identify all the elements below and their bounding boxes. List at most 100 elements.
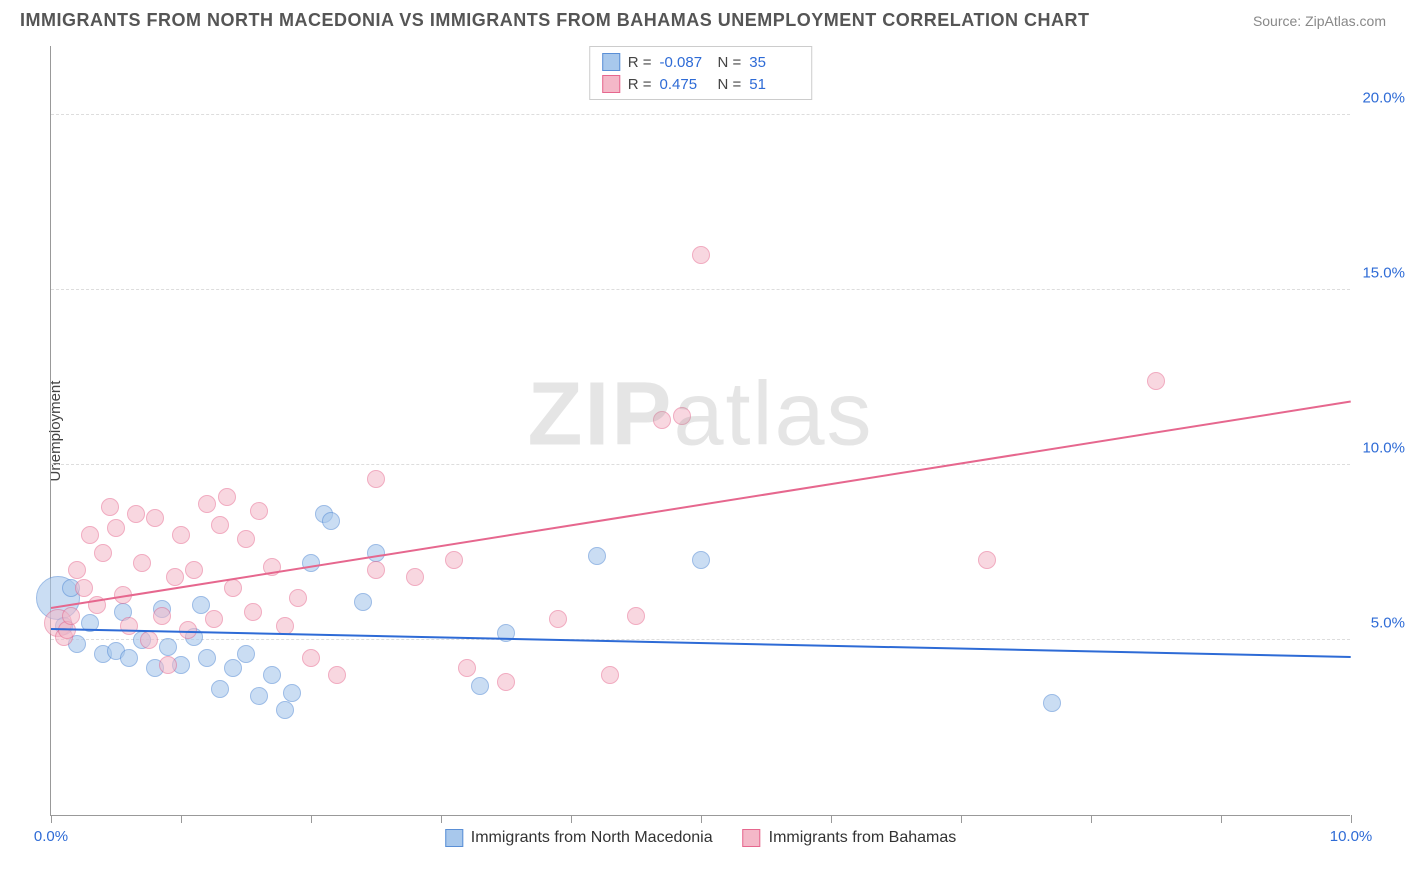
x-tick	[51, 815, 52, 823]
scatter-point	[673, 407, 691, 425]
gridline-h	[51, 114, 1350, 115]
scatter-point	[205, 610, 223, 628]
chart-header: IMMIGRANTS FROM NORTH MACEDONIA VS IMMIG…	[0, 0, 1406, 36]
gridline-h	[51, 464, 1350, 465]
scatter-point	[62, 607, 80, 625]
source-label: Source:	[1253, 13, 1305, 29]
n-value: 35	[749, 54, 799, 71]
scatter-point	[367, 544, 385, 562]
scatter-point	[250, 687, 268, 705]
scatter-point	[354, 593, 372, 611]
scatter-point	[276, 701, 294, 719]
scatter-point	[1147, 372, 1165, 390]
scatter-point	[627, 607, 645, 625]
y-tick-label: 10.0%	[1362, 440, 1405, 457]
trend-line	[51, 400, 1351, 608]
scatter-point	[107, 519, 125, 537]
chart-title: IMMIGRANTS FROM NORTH MACEDONIA VS IMMIG…	[20, 10, 1089, 31]
scatter-point	[81, 526, 99, 544]
x-tick	[441, 815, 442, 823]
scatter-point	[692, 246, 710, 264]
legend-item: Immigrants from Bahamas	[743, 829, 957, 847]
r-label: R =	[628, 76, 652, 93]
gridline-h	[51, 289, 1350, 290]
scatter-point	[146, 509, 164, 527]
legend-swatch	[602, 75, 620, 93]
y-tick-label: 5.0%	[1371, 615, 1405, 632]
scatter-point	[159, 638, 177, 656]
scatter-point	[978, 551, 996, 569]
scatter-point	[601, 666, 619, 684]
scatter-point	[302, 554, 320, 572]
scatter-point	[406, 568, 424, 586]
scatter-point	[120, 617, 138, 635]
scatter-point	[549, 610, 567, 628]
scatter-point	[198, 649, 216, 667]
x-tick-label: 10.0%	[1330, 828, 1373, 845]
scatter-point	[263, 666, 281, 684]
scatter-point	[224, 659, 242, 677]
scatter-point	[244, 603, 262, 621]
legend-swatch	[743, 829, 761, 847]
scatter-point	[588, 547, 606, 565]
scatter-point	[127, 505, 145, 523]
scatter-point	[224, 579, 242, 597]
scatter-point	[458, 659, 476, 677]
n-label: N =	[718, 76, 742, 93]
stats-legend: R =-0.087N =35R =0.475N =51	[589, 46, 813, 100]
x-tick	[1221, 815, 1222, 823]
scatter-point	[218, 488, 236, 506]
legend-swatch	[602, 53, 620, 71]
scatter-point	[172, 526, 190, 544]
legend-item: Immigrants from North Macedonia	[445, 829, 713, 847]
scatter-point	[159, 656, 177, 674]
scatter-point	[692, 551, 710, 569]
x-tick	[1351, 815, 1352, 823]
x-tick	[181, 815, 182, 823]
scatter-point	[133, 554, 151, 572]
scatter-point	[250, 502, 268, 520]
legend-label: Immigrants from Bahamas	[769, 829, 957, 847]
scatter-point	[179, 621, 197, 639]
scatter-point	[101, 498, 119, 516]
x-tick	[961, 815, 962, 823]
scatter-point	[166, 568, 184, 586]
scatter-point	[1043, 694, 1061, 712]
scatter-point	[289, 589, 307, 607]
y-tick-label: 15.0%	[1362, 265, 1405, 282]
chart-container: Unemployment ZIPatlas R =-0.087N =35R =0…	[50, 46, 1370, 816]
x-tick	[571, 815, 572, 823]
plot-area: ZIPatlas R =-0.087N =35R =0.475N =51 Imm…	[50, 46, 1350, 816]
r-value: 0.475	[660, 76, 710, 93]
gridline-h	[51, 639, 1350, 640]
scatter-point	[94, 544, 112, 562]
scatter-point	[283, 684, 301, 702]
r-label: R =	[628, 54, 652, 71]
scatter-point	[367, 470, 385, 488]
scatter-point	[237, 530, 255, 548]
scatter-point	[120, 649, 138, 667]
stats-legend-row: R = -0.087 N = 35	[602, 51, 800, 73]
x-tick	[1091, 815, 1092, 823]
scatter-point	[497, 673, 515, 691]
scatter-point	[211, 516, 229, 534]
scatter-point	[198, 495, 216, 513]
scatter-point	[75, 579, 93, 597]
x-tick	[831, 815, 832, 823]
scatter-point	[211, 680, 229, 698]
legend-label: Immigrants from North Macedonia	[471, 829, 713, 847]
scatter-point	[302, 649, 320, 667]
scatter-point	[367, 561, 385, 579]
scatter-point	[237, 645, 255, 663]
stats-legend-row: R =0.475N =51	[602, 73, 800, 95]
scatter-point	[140, 631, 158, 649]
series-legend: Immigrants from North Macedonia Immigrant…	[435, 829, 966, 847]
scatter-point	[322, 512, 340, 530]
scatter-point	[328, 666, 346, 684]
x-tick	[311, 815, 312, 823]
source-name: ZipAtlas.com	[1305, 13, 1386, 29]
n-label: N =	[718, 54, 742, 71]
scatter-point	[68, 561, 86, 579]
r-value: -0.087	[660, 54, 710, 71]
legend-swatch	[445, 829, 463, 847]
